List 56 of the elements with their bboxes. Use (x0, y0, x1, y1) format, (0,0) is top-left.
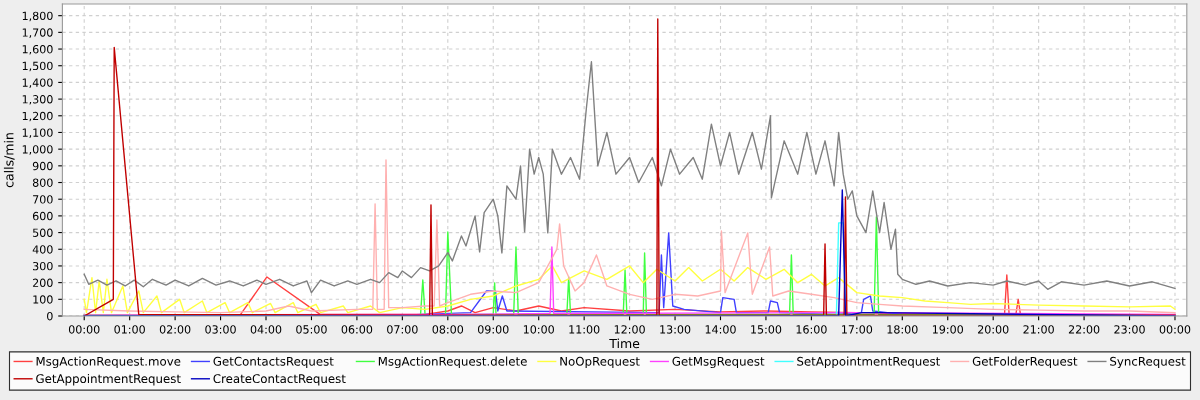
x-tick-label: 01:00 (114, 325, 145, 334)
legend-label: MsgActionRequest.delete (378, 356, 527, 369)
x-tick-label: 20:00 (977, 325, 1009, 334)
y-tick-label: 700 (33, 195, 53, 204)
x-tick-label: 00:00 (1159, 325, 1191, 334)
y-tick-label: 600 (32, 211, 53, 221)
y-tick-label: 1,000 (22, 145, 53, 155)
x-tick-label: 07:00 (387, 325, 418, 334)
x-tick-label: 22:00 (1068, 325, 1100, 334)
y-tick-label: 300 (33, 261, 53, 271)
x-tick-label: 16:00 (796, 325, 827, 334)
y-tick-label: 900 (32, 161, 53, 171)
y-tick-label: 400 (32, 245, 53, 254)
legend-label: NoOpRequest (560, 356, 640, 369)
legend-label: CreateContactRequest (213, 374, 346, 386)
y-tick-label: 200 (32, 278, 53, 288)
x-tick-label: 18:00 (887, 325, 918, 334)
legend-label: SyncRequest (1110, 356, 1186, 369)
y-tick-label: 1,100 (22, 128, 53, 138)
y-tick-label: 1,300 (22, 95, 53, 105)
legend-label: SetAppointmentRequest (797, 356, 941, 369)
y-tick-label: 1,200 (22, 111, 53, 122)
legend-label: GetAppointmentRequest (36, 373, 181, 386)
y-tick-label: 500 (33, 228, 53, 237)
x-tick-label: 09:00 (477, 325, 509, 334)
y-tick-label: 800 (32, 178, 53, 187)
legend-label: MsgActionRequest.move (36, 356, 181, 369)
x-tick-label: 17:00 (842, 325, 873, 334)
y-axis-title: calls/min (3, 133, 15, 188)
x-tick-label: 00:00 (68, 325, 100, 334)
x-tick-label: 08:00 (432, 325, 464, 334)
x-tick-label: 10:00 (523, 325, 554, 334)
y-tick-label: 1,800 (22, 11, 53, 22)
y-tick-label: 0 (47, 311, 53, 321)
legend-label: GetMsgRequest (672, 356, 765, 369)
legend-label: GetContactsRequest (213, 356, 334, 369)
x-axis-title: Time (609, 338, 640, 349)
x-tick-label: 19:00 (932, 325, 964, 334)
y-tick-label: 100 (33, 295, 53, 304)
legend-label: GetFolderRequest (972, 356, 1078, 369)
x-tick-label: 02:00 (159, 325, 191, 334)
x-tick-label: 21:00 (1023, 325, 1054, 334)
y-tick-label: 1,500 (22, 61, 53, 72)
x-tick-label: 04:00 (250, 325, 282, 334)
x-tick-label: 11:00 (569, 325, 600, 334)
x-tick-label: 12:00 (614, 325, 645, 334)
x-tick-label: 13:00 (660, 325, 691, 334)
x-tick-label: 23:00 (1114, 325, 1145, 334)
x-tick-label: 15:00 (751, 325, 782, 334)
y-tick-label: 1,700 (22, 28, 53, 38)
x-tick-label: 06:00 (341, 325, 373, 334)
y-tick-label: 1,600 (22, 45, 53, 55)
x-tick-label: 05:00 (296, 325, 327, 334)
y-tick-label: 1,400 (22, 78, 53, 88)
x-tick-label: 14:00 (705, 325, 736, 334)
x-tick-label: 03:00 (205, 325, 236, 334)
